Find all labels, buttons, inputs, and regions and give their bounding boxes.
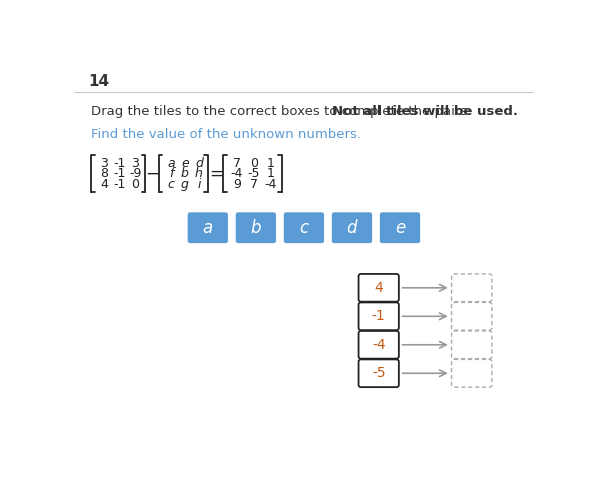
Text: -5: -5: [372, 366, 385, 380]
FancyBboxPatch shape: [380, 213, 420, 243]
Text: 0: 0: [250, 157, 258, 170]
Text: -1: -1: [114, 167, 126, 180]
FancyBboxPatch shape: [359, 302, 399, 330]
Text: d: d: [347, 219, 357, 237]
FancyBboxPatch shape: [451, 359, 492, 387]
Text: a: a: [203, 219, 213, 237]
FancyBboxPatch shape: [284, 213, 324, 243]
Text: -1: -1: [372, 309, 385, 323]
Text: c: c: [299, 219, 308, 237]
Text: f: f: [169, 167, 173, 180]
Text: e: e: [181, 157, 189, 170]
Text: 7: 7: [233, 157, 241, 170]
Text: 3: 3: [100, 157, 109, 170]
Text: 9: 9: [233, 178, 241, 191]
FancyBboxPatch shape: [332, 213, 372, 243]
Text: a: a: [167, 157, 175, 170]
Text: −: −: [145, 165, 160, 183]
Text: 7: 7: [250, 178, 258, 191]
FancyBboxPatch shape: [451, 274, 492, 302]
Text: -1: -1: [114, 178, 126, 191]
Text: 0: 0: [132, 178, 139, 191]
FancyBboxPatch shape: [359, 359, 399, 387]
Text: =: =: [209, 165, 223, 183]
Text: h: h: [195, 167, 203, 180]
Text: -4: -4: [372, 338, 385, 352]
Text: g: g: [181, 178, 189, 191]
Text: 4: 4: [100, 178, 109, 191]
Text: -4: -4: [231, 167, 243, 180]
Text: d: d: [195, 157, 203, 170]
Text: 8: 8: [100, 167, 109, 180]
Text: 3: 3: [132, 157, 139, 170]
FancyBboxPatch shape: [451, 302, 492, 330]
Text: b: b: [181, 167, 189, 180]
Text: -4: -4: [265, 178, 277, 191]
FancyBboxPatch shape: [235, 213, 276, 243]
Text: b: b: [251, 219, 261, 237]
FancyBboxPatch shape: [187, 213, 228, 243]
Text: -1: -1: [114, 157, 126, 170]
Text: -9: -9: [129, 167, 142, 180]
FancyBboxPatch shape: [451, 331, 492, 359]
Text: Not all tiles will be used.: Not all tiles will be used.: [332, 104, 518, 118]
Text: Drag the tiles to the correct boxes to complete the pairs.: Drag the tiles to the correct boxes to c…: [91, 104, 476, 118]
Text: e: e: [395, 219, 405, 237]
Text: 4: 4: [374, 281, 383, 295]
Text: 1: 1: [267, 167, 275, 180]
Text: c: c: [168, 178, 174, 191]
Text: 1: 1: [267, 157, 275, 170]
FancyBboxPatch shape: [359, 331, 399, 359]
Text: 14: 14: [88, 74, 109, 89]
FancyBboxPatch shape: [359, 274, 399, 302]
Text: -5: -5: [248, 167, 260, 180]
Text: i: i: [197, 178, 200, 191]
Text: Find the value of the unknown numbers.: Find the value of the unknown numbers.: [91, 128, 361, 141]
